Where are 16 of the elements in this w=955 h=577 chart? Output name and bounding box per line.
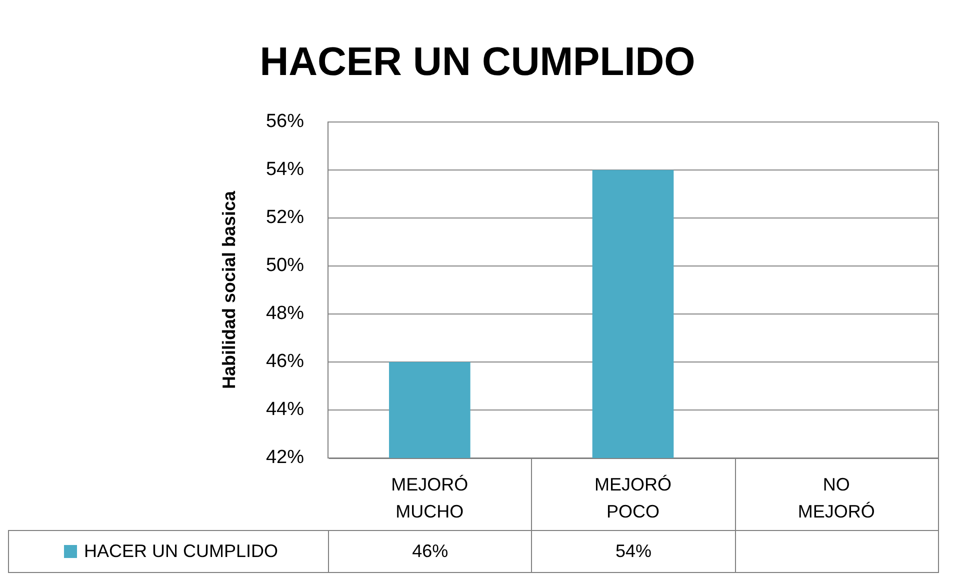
y-tick-label: 46% xyxy=(266,351,304,372)
data-label: 46% xyxy=(328,530,532,572)
y-tick-label: 42% xyxy=(266,447,304,468)
data-label: 54% xyxy=(532,530,736,572)
y-tick-label: 54% xyxy=(266,159,304,180)
y-axis-title: Habilidad social basica xyxy=(218,190,239,390)
y-tick-label: 50% xyxy=(266,255,304,276)
y-tick-label: 44% xyxy=(266,399,304,420)
x-tick-label: NO MEJORÓ xyxy=(798,474,875,522)
y-tick-label: 56% xyxy=(266,111,304,132)
y-tick-label: 52% xyxy=(266,207,304,228)
legend-label: HACER UN CUMPLIDO xyxy=(84,541,278,561)
x-tick-label: MEJORÓ POCO xyxy=(594,474,672,522)
chart-title: HACER UN CUMPLIDO xyxy=(258,39,696,86)
x-tick-label: MEJORÓ MUCHO xyxy=(391,474,468,522)
y-tick-label: 48% xyxy=(266,303,304,324)
